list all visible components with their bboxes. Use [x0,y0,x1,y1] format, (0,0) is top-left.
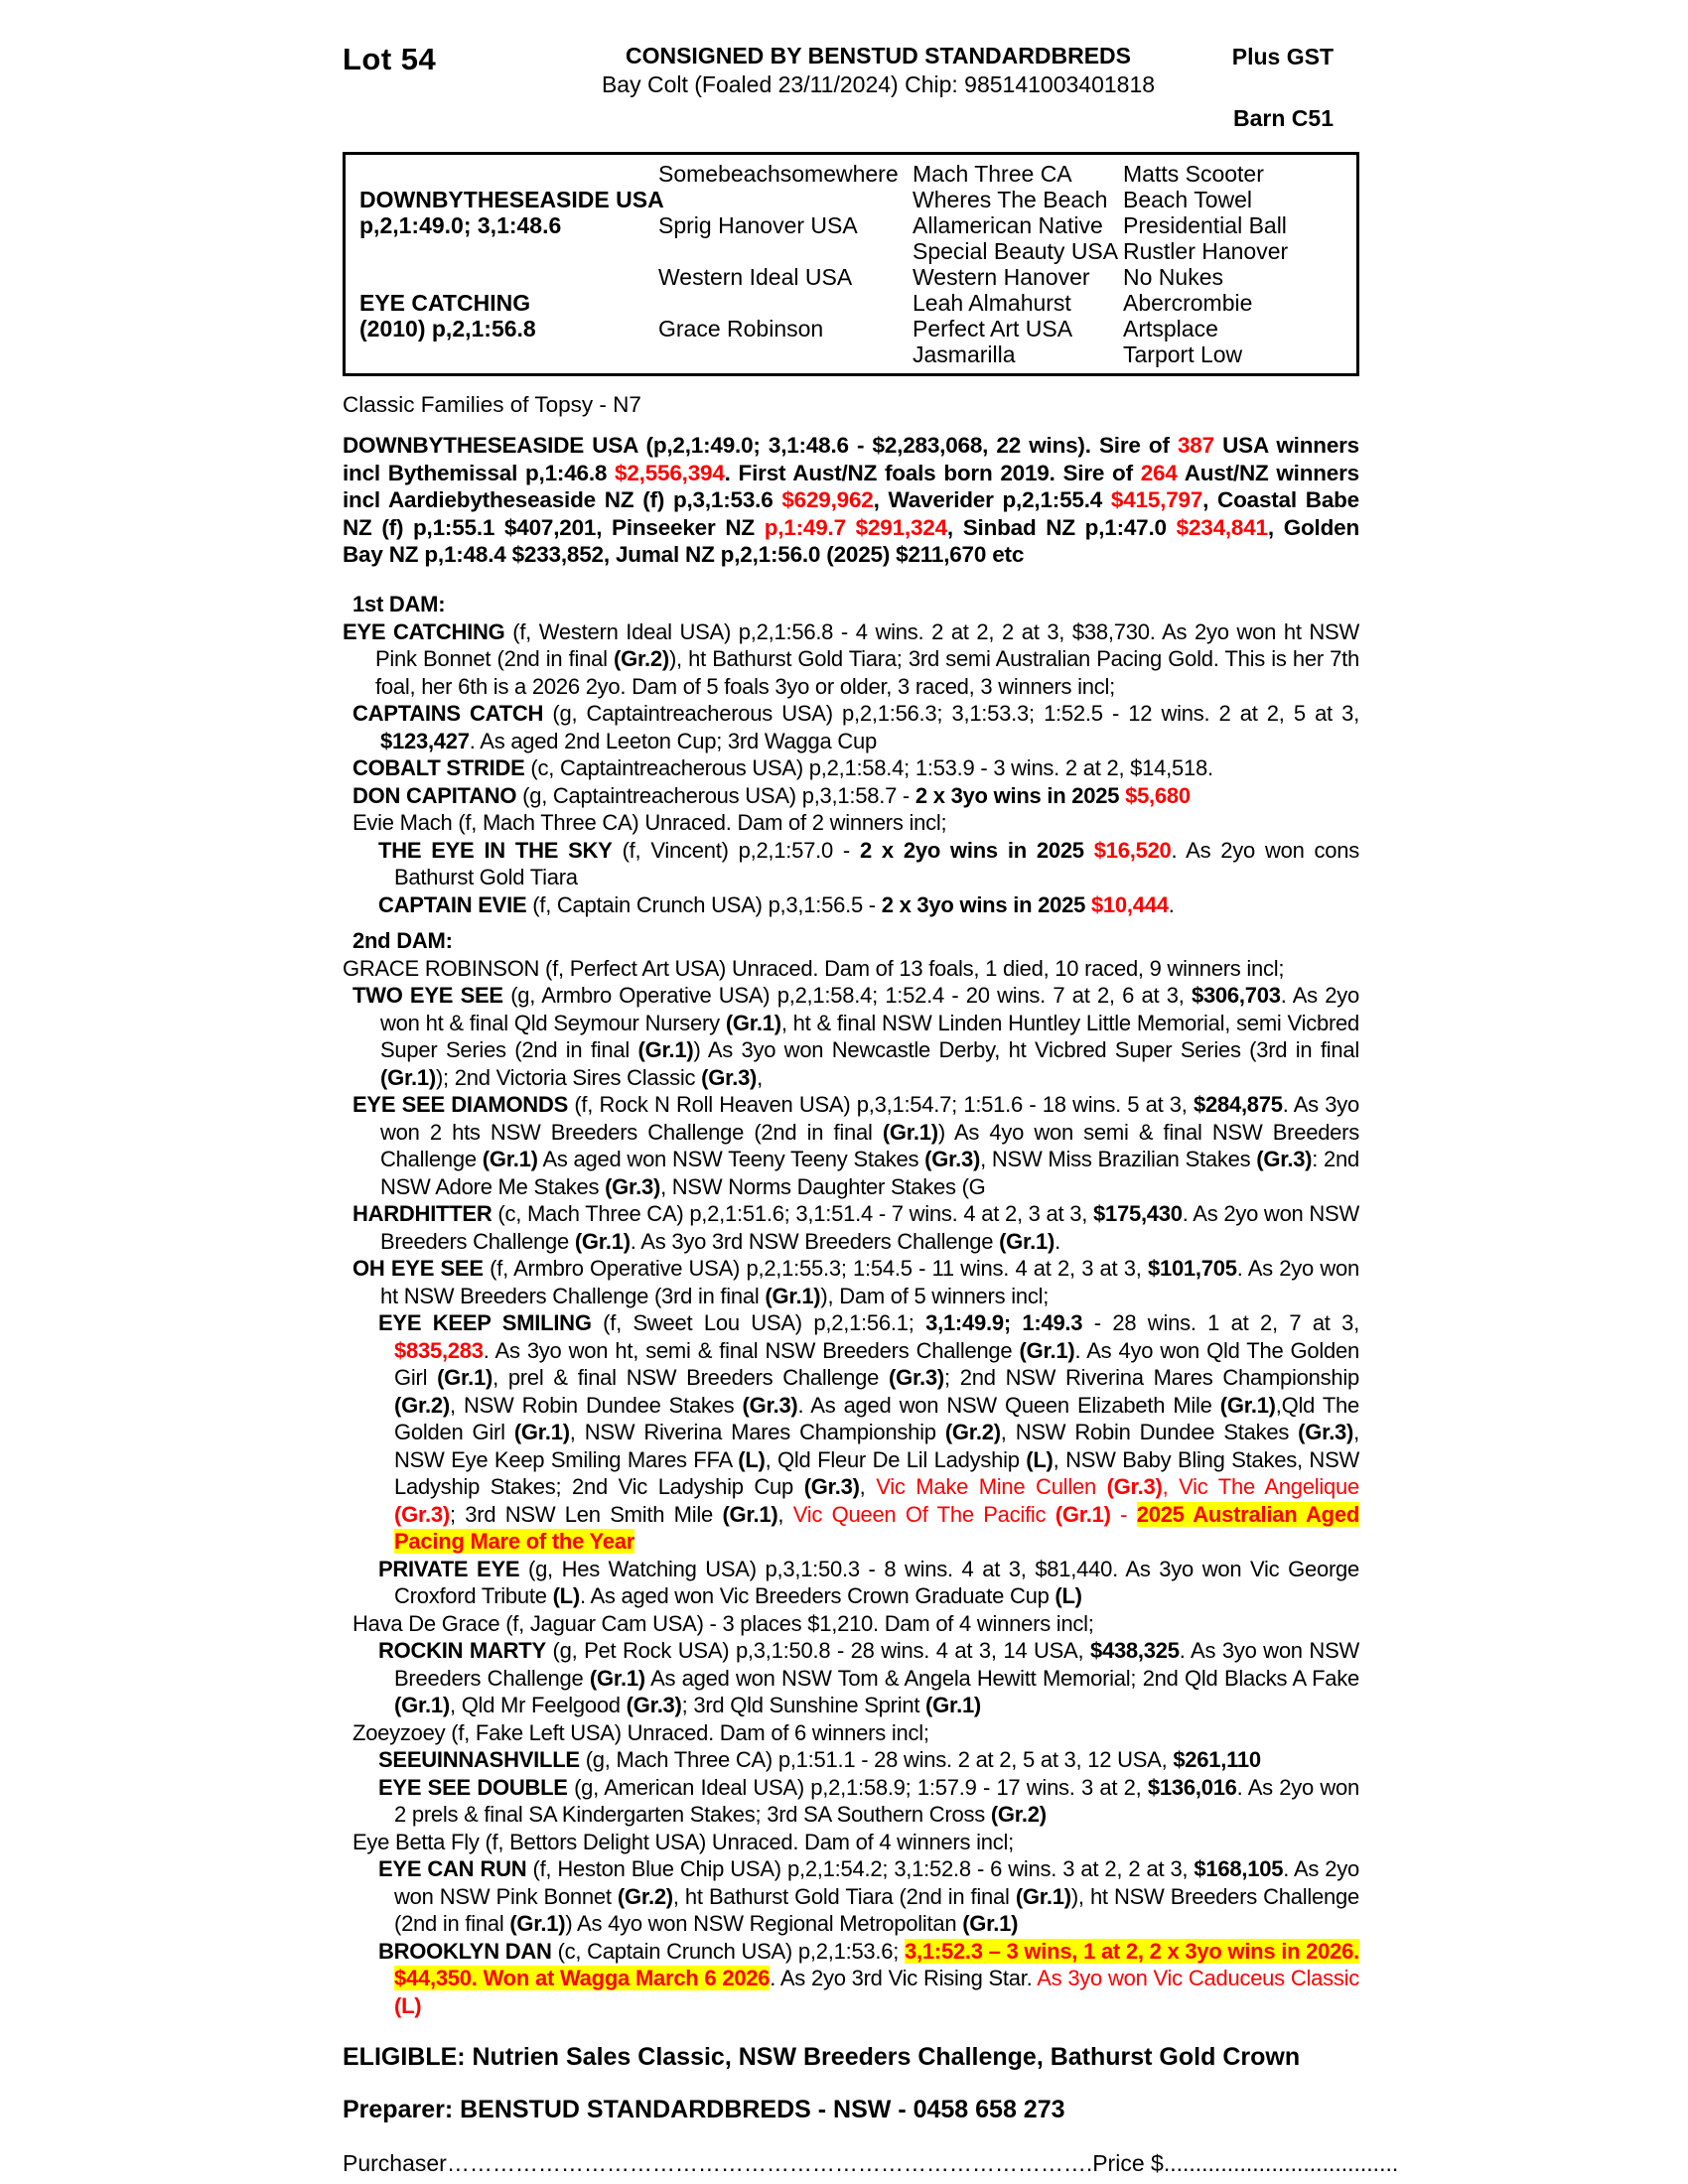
pedigree-cell [359,341,658,367]
pedigree-paragraph: SEEUINNASHVILLE (g, Mach Three CA) p,1:5… [378,1747,1261,1772]
pedigree-cell [658,238,913,264]
pedigree-paragraph: CAPTAINS CATCH (g, Captaintreacherous US… [352,701,1359,753]
pedigree-cell: No Nukes [1123,264,1223,290]
pedigree-cell: Western Hanover [913,264,1090,290]
pedigree-cell: Leah Almahurst [913,290,1071,316]
pedigree-cell: Jasmarilla [913,341,1016,367]
pedigree-cell: (2010) p,2,1:56.8 [359,316,536,341]
pedigree-cell: Perfect Art USA [913,316,1073,341]
pedigree-cell: Matts Scooter [1123,161,1264,187]
pedigree-cell: EYE CATCHING [359,290,531,316]
pedigree-paragraph: Eye Betta Fly (f, Bettors Delight USA) U… [352,1829,1014,1854]
pedigree-table: Somebeachsomewhere Mach Three CA Matts Sco… [343,152,1359,376]
pedigree-paragraph: EYE SEE DIAMONDS (f, Rock N Roll Heaven … [352,1092,1360,1199]
price-label: Price $ [1092,2150,1164,2176]
pedigree-paragraph: Evie Mach (f, Mach Three CA) Unraced. Da… [352,810,947,835]
pedigree-paragraph: EYE KEEP SMILING (f, Sweet Lou USA) p,2,… [378,1310,1360,1554]
consignment-block: CONSIGNED BY BENSTUD STANDARDBREDS Bay C… [546,42,1210,99]
pedigree-cell: Mach Three CA [913,161,1072,187]
pedigree-paragraph: HARDHITTER (c, Mach Three CA) p,2,1:51.6… [352,1201,1359,1254]
eligibility-line: ELIGIBLE: Nutrien Sales Classic, NSW Bre… [343,2043,1301,2071]
lot-number: Lot 54 [343,42,437,76]
pedigree-paragraph: BROOKLYN DAN (c, Captain Crunch USA) p,2… [378,1938,1359,2018]
pedigree-paragraph: EYE SEE DOUBLE (g, American Ideal USA) p… [378,1774,1359,1828]
pedigree-cell: Artsplace [1123,316,1218,341]
purchaser-label: Purchaser [343,2150,447,2176]
pedigree-paragraph: DON CAPITANO (g, Captaintreacherous USA)… [352,782,1191,808]
pedigree-cell [658,187,913,212]
pedigree-cell [359,264,658,290]
pedigree-cell: Sprig Hanover USA [658,212,858,238]
pedigree-cell: Special Beauty USA [913,238,1119,264]
pedigree-cell: Rustler Hanover [1123,238,1289,264]
pedigree-cell: Grace Robinson [658,316,824,341]
pedigree-cell: Western Ideal USA [658,264,853,290]
pedigree-paragraph: 2nd DAM: [352,928,453,953]
pedigree-cell: Somebeachsomewhere [658,161,899,187]
sire-paragraph: DOWNBYTHESEASIDE USA (p,2,1:49.0; 3,1:48… [343,433,1359,567]
pedigree-cell: p,2,1:49.0; 3,1:48.6 [359,212,562,238]
pedigree-paragraph: TWO EYE SEE (g, Armbro Operative USA) p,… [352,983,1359,1090]
pedigree-paragraph: OH EYE SEE (f, Armbro Operative USA) p,2… [352,1256,1359,1308]
pedigree-paragraph: ROCKIN MARTY (g, Pet Rock USA) p,3,1:50.… [378,1638,1360,1717]
pedigree-paragraph: Zoeyzoey (f, Fake Left USA) Unraced. Dam… [352,1719,929,1745]
pedigree-paragraph: THE EYE IN THE SKY (f, Vincent) p,2,1:57… [378,837,1360,890]
pedigree-paragraph: EYE CATCHING (f, Western Ideal USA) p,2,… [343,618,1360,699]
pedigree-paragraph: 1st DAM: [352,592,446,616]
pedigree-cell: DOWNBYTHESEASIDE USA [359,187,664,212]
pedigree-cell: Allamerican Native [913,212,1103,238]
pedigree-cell: Tarport Low [1123,341,1243,367]
pedigree-paragraph: COBALT STRIDE (c, Captaintreacherous USA… [352,755,1213,780]
pedigree-paragraph: EYE CAN RUN (f, Heston Blue Chip USA) p,… [378,1856,1359,1936]
family-line: Classic Families of Topsy - N7 [343,392,641,417]
purchaser-dotted-field: …………………………………………………………………………. [446,2150,1093,2176]
pedigree-paragraph: GRACE ROBINSON (f, Perfect Art USA) Unra… [343,955,1285,981]
pedigree-cell: Abercrombie [1123,290,1253,316]
pedigree-cell: Beach Towel [1123,187,1252,212]
pedigree-cell [359,161,658,187]
consigned-by: CONSIGNED BY BENSTUD STANDARDBREDS [625,43,1132,68]
pedigree-cell [658,290,913,316]
plus-gst-label: Plus GST [1231,44,1334,69]
pedigree-text: 1st DAM: EYE CATCHING (f, Western Ideal U… [343,591,1359,2019]
pedigree-paragraph: CAPTAIN EVIE (f, Captain Crunch USA) p,3… [378,891,1175,917]
preparer-line: Preparer: BENSTUD STANDARDBREDS - NSW - … [343,2096,1065,2123]
pedigree-cell [658,341,913,367]
barn-number: Barn C51 [1233,105,1334,131]
pedigree-cell: Wheres The Beach [913,187,1108,212]
pedigree-paragraph: Hava De Grace (f, Jaguar Cam USA) - 3 pl… [352,1610,1094,1636]
price-dotted-field: ..................................... [1163,2150,1399,2176]
pedigree-paragraph: PRIVATE EYE (g, Hes Watching USA) p,3,1:… [378,1556,1359,1609]
pedigree-cell: Presidential Ball [1123,212,1287,238]
catalog-page: Lot 54 CONSIGNED BY BENSTUD STANDARDBRED… [343,42,1398,2177]
purchaser-line: Purchaser………………………………………………………………………….Pr… [343,2150,1398,2177]
foal-details: Bay Colt (Foaled 23/11/2024) Chip: 98514… [601,71,1156,97]
page-header: Lot 54 CONSIGNED BY BENSTUD STANDARDBRED… [343,42,1359,99]
pedigree-cell [359,238,658,264]
